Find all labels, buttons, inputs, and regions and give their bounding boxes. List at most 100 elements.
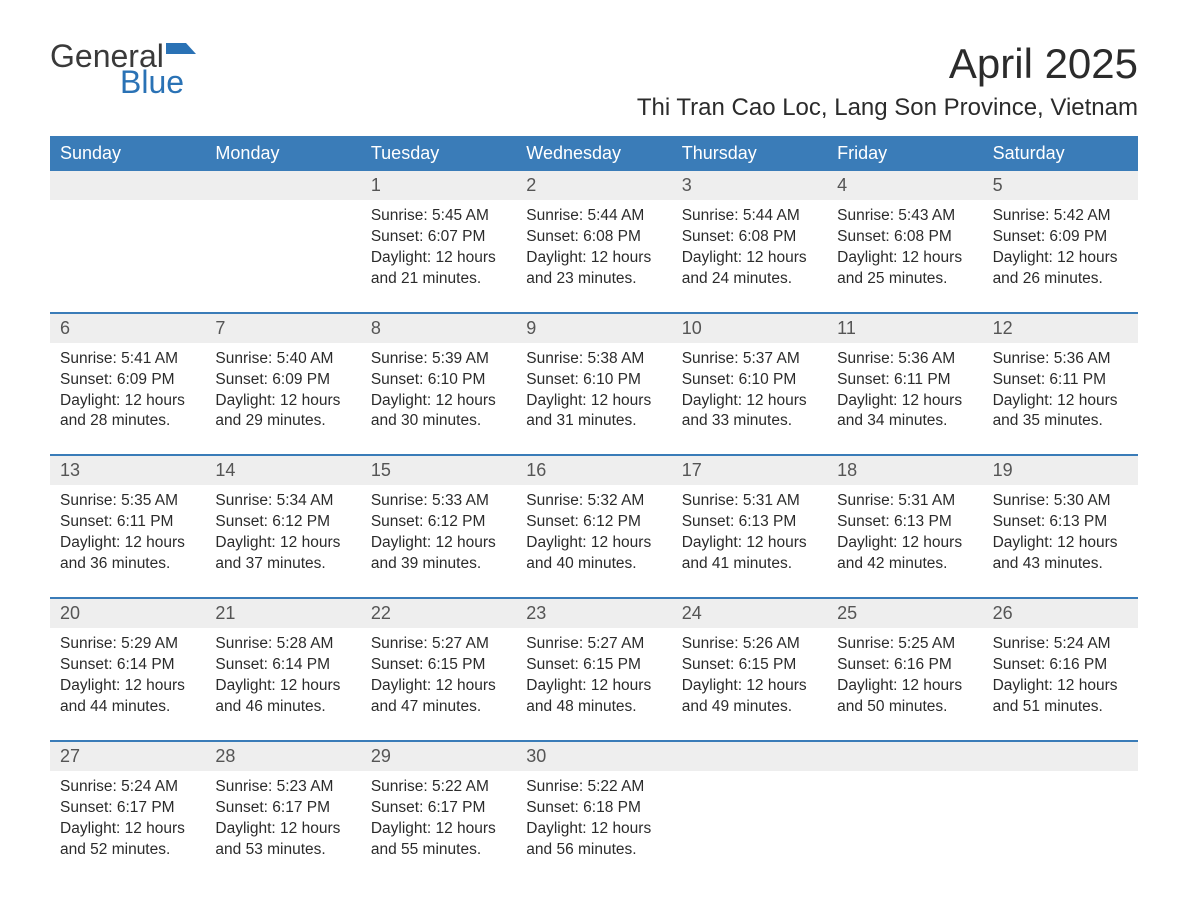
sunrise-text: Sunrise: 5:44 AM (682, 206, 817, 227)
day-number: 9 (516, 314, 671, 343)
brand-logo: General Blue (50, 40, 196, 98)
weekday-header: Monday (205, 136, 360, 171)
day-number-row: 13141516171819 (50, 454, 1138, 485)
day-number: 10 (672, 314, 827, 343)
sunset-text: Sunset: 6:09 PM (993, 227, 1128, 248)
sunset-text: Sunset: 6:10 PM (526, 370, 661, 391)
day-body-row: Sunrise: 5:29 AMSunset: 6:14 PMDaylight:… (50, 628, 1138, 740)
daylight-text: Daylight: 12 hours and 41 minutes. (682, 533, 817, 575)
sunset-text: Sunset: 6:17 PM (60, 798, 195, 819)
day-cell: Sunrise: 5:33 AMSunset: 6:12 PMDaylight:… (361, 485, 516, 597)
day-body-row: Sunrise: 5:41 AMSunset: 6:09 PMDaylight:… (50, 343, 1138, 455)
day-number (50, 171, 205, 200)
day-number: 29 (361, 742, 516, 771)
day-number: 11 (827, 314, 982, 343)
day-cell: Sunrise: 5:38 AMSunset: 6:10 PMDaylight:… (516, 343, 671, 455)
sunset-text: Sunset: 6:09 PM (60, 370, 195, 391)
sunrise-text: Sunrise: 5:37 AM (682, 349, 817, 370)
sunrise-text: Sunrise: 5:28 AM (215, 634, 350, 655)
sunset-text: Sunset: 6:13 PM (837, 512, 972, 533)
sunset-text: Sunset: 6:16 PM (837, 655, 972, 676)
daylight-text: Daylight: 12 hours and 23 minutes. (526, 248, 661, 290)
sunset-text: Sunset: 6:13 PM (993, 512, 1128, 533)
day-cell: Sunrise: 5:41 AMSunset: 6:09 PMDaylight:… (50, 343, 205, 455)
day-number: 18 (827, 456, 982, 485)
daylight-text: Daylight: 12 hours and 50 minutes. (837, 676, 972, 718)
day-cell: Sunrise: 5:43 AMSunset: 6:08 PMDaylight:… (827, 200, 982, 312)
sunrise-text: Sunrise: 5:42 AM (993, 206, 1128, 227)
sunrise-text: Sunrise: 5:34 AM (215, 491, 350, 512)
daylight-text: Daylight: 12 hours and 49 minutes. (682, 676, 817, 718)
day-cell: Sunrise: 5:44 AMSunset: 6:08 PMDaylight:… (516, 200, 671, 312)
daylight-text: Daylight: 12 hours and 29 minutes. (215, 391, 350, 433)
weekday-header: Tuesday (361, 136, 516, 171)
sunrise-text: Sunrise: 5:31 AM (837, 491, 972, 512)
day-cell: Sunrise: 5:34 AMSunset: 6:12 PMDaylight:… (205, 485, 360, 597)
daylight-text: Daylight: 12 hours and 39 minutes. (371, 533, 506, 575)
sunrise-text: Sunrise: 5:27 AM (371, 634, 506, 655)
daylight-text: Daylight: 12 hours and 46 minutes. (215, 676, 350, 718)
month-year-title: April 2025 (637, 40, 1138, 88)
day-body-row: Sunrise: 5:45 AMSunset: 6:07 PMDaylight:… (50, 200, 1138, 312)
day-cell: Sunrise: 5:36 AMSunset: 6:11 PMDaylight:… (827, 343, 982, 455)
daylight-text: Daylight: 12 hours and 24 minutes. (682, 248, 817, 290)
sunrise-text: Sunrise: 5:39 AM (371, 349, 506, 370)
sunset-text: Sunset: 6:08 PM (526, 227, 661, 248)
weekday-header: Saturday (983, 136, 1138, 171)
sunset-text: Sunset: 6:17 PM (215, 798, 350, 819)
day-cell: Sunrise: 5:27 AMSunset: 6:15 PMDaylight:… (516, 628, 671, 740)
day-number-row: 20212223242526 (50, 597, 1138, 628)
sunrise-text: Sunrise: 5:44 AM (526, 206, 661, 227)
day-number: 3 (672, 171, 827, 200)
day-number: 12 (983, 314, 1138, 343)
sunrise-text: Sunrise: 5:22 AM (526, 777, 661, 798)
day-number: 5 (983, 171, 1138, 200)
sunset-text: Sunset: 6:14 PM (60, 655, 195, 676)
sunrise-text: Sunrise: 5:22 AM (371, 777, 506, 798)
title-block: April 2025 Thi Tran Cao Loc, Lang Son Pr… (637, 40, 1138, 122)
day-number: 20 (50, 599, 205, 628)
sunset-text: Sunset: 6:08 PM (837, 227, 972, 248)
weekday-header: Wednesday (516, 136, 671, 171)
sunset-text: Sunset: 6:11 PM (60, 512, 195, 533)
daylight-text: Daylight: 12 hours and 35 minutes. (993, 391, 1128, 433)
sunrise-text: Sunrise: 5:24 AM (60, 777, 195, 798)
day-cell: Sunrise: 5:25 AMSunset: 6:16 PMDaylight:… (827, 628, 982, 740)
sunrise-text: Sunrise: 5:30 AM (993, 491, 1128, 512)
daylight-text: Daylight: 12 hours and 25 minutes. (837, 248, 972, 290)
day-number: 2 (516, 171, 671, 200)
day-number: 8 (361, 314, 516, 343)
sunset-text: Sunset: 6:08 PM (682, 227, 817, 248)
day-number: 6 (50, 314, 205, 343)
day-cell: Sunrise: 5:39 AMSunset: 6:10 PMDaylight:… (361, 343, 516, 455)
day-body-row: Sunrise: 5:35 AMSunset: 6:11 PMDaylight:… (50, 485, 1138, 597)
daylight-text: Daylight: 12 hours and 28 minutes. (60, 391, 195, 433)
sunrise-text: Sunrise: 5:45 AM (371, 206, 506, 227)
sunrise-text: Sunrise: 5:27 AM (526, 634, 661, 655)
sunset-text: Sunset: 6:12 PM (215, 512, 350, 533)
day-cell: Sunrise: 5:42 AMSunset: 6:09 PMDaylight:… (983, 200, 1138, 312)
day-cell: Sunrise: 5:31 AMSunset: 6:13 PMDaylight:… (827, 485, 982, 597)
daylight-text: Daylight: 12 hours and 52 minutes. (60, 819, 195, 861)
sunset-text: Sunset: 6:15 PM (526, 655, 661, 676)
daylight-text: Daylight: 12 hours and 44 minutes. (60, 676, 195, 718)
day-cell: Sunrise: 5:40 AMSunset: 6:09 PMDaylight:… (205, 343, 360, 455)
day-cell: Sunrise: 5:36 AMSunset: 6:11 PMDaylight:… (983, 343, 1138, 455)
day-number (205, 171, 360, 200)
daylight-text: Daylight: 12 hours and 48 minutes. (526, 676, 661, 718)
day-cell: Sunrise: 5:23 AMSunset: 6:17 PMDaylight:… (205, 771, 360, 883)
sunrise-text: Sunrise: 5:32 AM (526, 491, 661, 512)
sunset-text: Sunset: 6:10 PM (682, 370, 817, 391)
day-number: 7 (205, 314, 360, 343)
sunrise-text: Sunrise: 5:24 AM (993, 634, 1128, 655)
day-number (827, 742, 982, 771)
day-number: 24 (672, 599, 827, 628)
sunset-text: Sunset: 6:16 PM (993, 655, 1128, 676)
day-cell: Sunrise: 5:28 AMSunset: 6:14 PMDaylight:… (205, 628, 360, 740)
day-number (983, 742, 1138, 771)
daylight-text: Daylight: 12 hours and 40 minutes. (526, 533, 661, 575)
day-cell: Sunrise: 5:30 AMSunset: 6:13 PMDaylight:… (983, 485, 1138, 597)
sunset-text: Sunset: 6:11 PM (993, 370, 1128, 391)
daylight-text: Daylight: 12 hours and 33 minutes. (682, 391, 817, 433)
location-subtitle: Thi Tran Cao Loc, Lang Son Province, Vie… (637, 94, 1138, 122)
